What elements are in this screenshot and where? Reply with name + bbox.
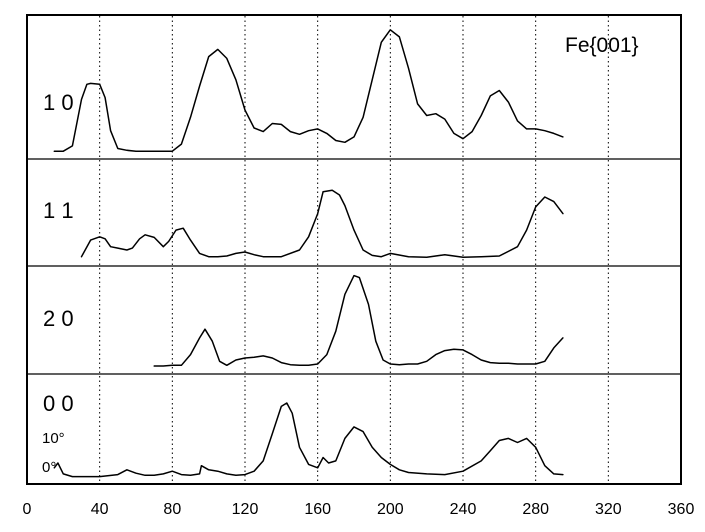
- x-tick-label: 40: [91, 501, 109, 518]
- panel-dividers: [27, 158, 681, 375]
- panel-curve: [153, 274, 564, 367]
- x-tick-label: 320: [595, 501, 622, 518]
- x-tick-label: 120: [232, 501, 259, 518]
- panel-curve: [80, 189, 564, 259]
- x-tick-label: 240: [450, 501, 477, 518]
- panel-label: 1 0: [43, 90, 74, 115]
- panel-label: 2 0: [43, 306, 74, 331]
- annotation-0deg: 0°: [42, 459, 56, 476]
- panel-labels: 1 0 1 1 2 0 0 0: [43, 90, 74, 416]
- x-tick-label: 0: [23, 501, 32, 518]
- x-tick-label: 160: [304, 501, 331, 518]
- x-tick-label: 80: [163, 501, 181, 518]
- x-tick-label: 200: [377, 501, 404, 518]
- chart-title: Fe{001}: [565, 34, 639, 57]
- plot-frame: [26, 14, 682, 485]
- panel-label: 1 1: [43, 198, 74, 223]
- x-tick-labels: 0 40 80 120 160 200 240 280 320 360: [23, 501, 695, 518]
- grid: [99, 16, 609, 483]
- x-tick-label: 360: [668, 501, 695, 518]
- panel-curve: [53, 402, 564, 478]
- x-tick-label: 280: [522, 501, 549, 518]
- curves: [53, 29, 564, 478]
- panel-label: 0 0: [43, 391, 74, 416]
- panel-curve: [53, 29, 564, 152]
- annotation-10deg: 10°: [42, 430, 65, 447]
